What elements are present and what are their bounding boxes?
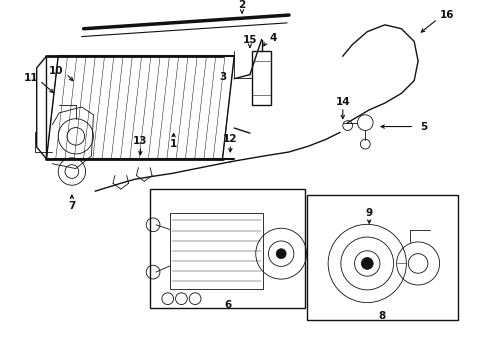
Text: 7: 7: [68, 201, 75, 211]
Text: 16: 16: [440, 10, 455, 20]
Text: 3: 3: [219, 72, 226, 82]
Bar: [170, 213, 263, 289]
Text: 13: 13: [133, 136, 147, 146]
Text: 2: 2: [239, 0, 245, 10]
Bar: [150, 189, 305, 309]
Circle shape: [276, 249, 286, 258]
Bar: [307, 195, 458, 320]
Text: 4: 4: [270, 32, 277, 42]
Text: 5: 5: [420, 122, 428, 131]
Text: 11: 11: [24, 73, 38, 83]
Text: 9: 9: [366, 208, 373, 217]
Circle shape: [362, 258, 373, 269]
Text: 1: 1: [170, 139, 177, 149]
Text: 15: 15: [243, 35, 257, 45]
Text: 6: 6: [225, 300, 232, 310]
Text: 12: 12: [223, 134, 238, 144]
Bar: [252, 51, 271, 105]
Text: 10: 10: [49, 66, 64, 76]
Text: 14: 14: [336, 97, 350, 107]
Text: 8: 8: [378, 311, 386, 321]
